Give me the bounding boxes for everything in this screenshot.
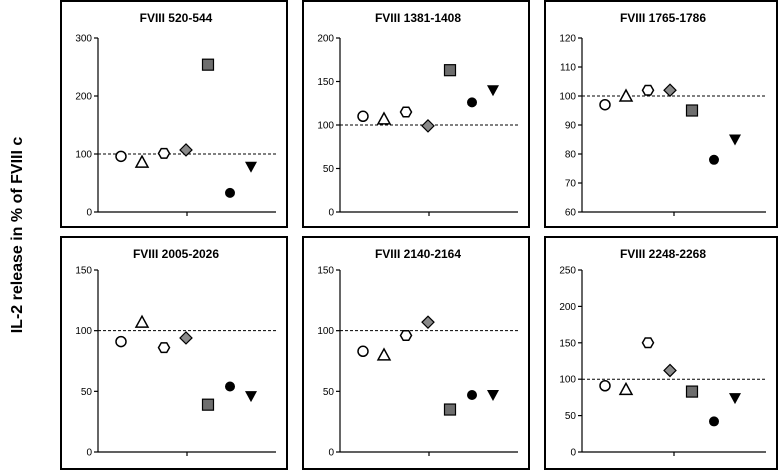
- data-point-circle-open-0: [115, 335, 127, 348]
- chart-title: FVIII 520-544: [140, 11, 213, 25]
- y-tick-label: 300: [75, 34, 92, 45]
- data-points: [115, 314, 257, 411]
- y-tick-label: 100: [559, 375, 576, 386]
- chart-svg-6: FVIII 2248-2268 0 50 100 150 200 250: [559, 247, 766, 459]
- data-point-triangle-open-1: [618, 381, 634, 396]
- y-tick-label: 50: [323, 387, 335, 398]
- y-tick-label: 100: [317, 326, 334, 337]
- data-point-circle-open-0: [599, 380, 611, 392]
- data-point-circle-filled-5: [709, 154, 719, 165]
- data-point-square-gray-4: [201, 398, 215, 411]
- data-point-circle-filled-5: [467, 389, 477, 400]
- y-tick-label: 50: [81, 387, 93, 398]
- chart-title: FVIII 2005-2026: [133, 247, 219, 261]
- y-tick-label: 80: [565, 150, 577, 161]
- data-point-diamond-gray-3: [421, 315, 435, 330]
- chart-panel-5: FVIII 2140-2164 0 50 100 150: [302, 236, 530, 470]
- data-point-hexagon-open-2: [641, 84, 655, 96]
- data-point-diamond-gray-3: [421, 119, 435, 133]
- data-point-triangle-down-filled-6: [729, 134, 741, 146]
- data-points: [115, 58, 257, 198]
- data-point-hexagon-open-2: [399, 106, 413, 118]
- data-point-hexagon-open-2: [641, 337, 655, 349]
- chart-title: FVIII 1381-1408: [375, 11, 461, 25]
- data-point-square-gray-4: [685, 104, 699, 117]
- y-tick-label: 0: [86, 208, 92, 219]
- data-point-triangle-down-filled-6: [245, 391, 257, 403]
- data-point-diamond-gray-3: [663, 83, 677, 98]
- data-point-diamond-gray-3: [663, 363, 677, 378]
- chart-panel-6: FVIII 2248-2268 0 50 100 150 200 250: [544, 236, 778, 470]
- chart-svg-4: FVIII 2005-2026 0 50 100 150: [75, 247, 276, 459]
- data-point-circle-open-0: [115, 150, 127, 163]
- data-point-triangle-down-filled-6: [487, 85, 499, 97]
- y-tick-label: 100: [75, 326, 92, 337]
- data-point-square-gray-4: [201, 58, 215, 71]
- figure-y-axis-label: IL-2 release in % of FVIII c: [9, 136, 26, 334]
- chart-panel-4: FVIII 2005-2026 0 50 100 150: [60, 236, 288, 470]
- data-point-triangle-down-filled-6: [729, 393, 741, 405]
- data-point-diamond-gray-3: [179, 143, 193, 157]
- y-tick-label: 50: [323, 164, 335, 175]
- y-tick-label: 0: [86, 448, 92, 459]
- data-point-triangle-open-1: [618, 88, 634, 102]
- data-point-triangle-down-filled-6: [245, 161, 257, 173]
- data-point-triangle-down-filled-6: [487, 389, 499, 401]
- y-tick-label: 250: [559, 266, 576, 277]
- y-tick-label: 100: [75, 150, 92, 161]
- y-tick-label: 150: [75, 266, 92, 277]
- data-point-triangle-open-1: [134, 314, 150, 328]
- y-tick-label: 70: [565, 179, 577, 190]
- chart-svg-5: FVIII 2140-2164 0 50 100 150: [317, 247, 518, 459]
- data-points: [599, 337, 741, 427]
- data-point-triangle-open-1: [376, 111, 392, 125]
- chart-title: FVIII 1765-1786: [620, 11, 706, 25]
- data-point-circle-filled-5: [225, 187, 235, 198]
- data-point-square-gray-4: [443, 64, 457, 77]
- data-point-square-gray-4: [443, 403, 457, 416]
- y-tick-label: 120: [559, 34, 576, 45]
- data-point-circle-filled-5: [709, 416, 719, 427]
- y-tick-label: 110: [560, 63, 576, 74]
- y-tick-label: 0: [328, 448, 334, 459]
- y-tick-label: 100: [317, 121, 334, 132]
- y-tick-label: 90: [565, 121, 577, 132]
- data-points: [357, 315, 499, 416]
- y-tick-label: 200: [75, 92, 92, 103]
- chart-title: FVIII 2248-2268: [620, 247, 706, 261]
- y-tick-label: 200: [317, 34, 334, 45]
- y-tick-label: 150: [559, 338, 576, 349]
- data-point-circle-filled-5: [225, 381, 235, 392]
- data-point-triangle-open-1: [376, 347, 392, 361]
- y-tick-label: 150: [317, 266, 334, 277]
- data-point-circle-open-0: [357, 345, 369, 358]
- data-point-hexagon-open-2: [157, 342, 171, 354]
- data-point-circle-filled-5: [467, 97, 477, 108]
- y-axis-label-wrap: IL-2 release in % of FVIII c: [0, 0, 36, 470]
- y-tick-label: 60: [565, 208, 577, 219]
- chart-title: FVIII 2140-2164: [375, 247, 461, 261]
- data-point-hexagon-open-2: [399, 330, 413, 342]
- data-points: [357, 64, 499, 133]
- data-point-triangle-open-1: [134, 154, 150, 168]
- chart-panel-3: FVIII 1765-1786 60 70 80 90 100 110 120: [544, 0, 778, 228]
- data-point-square-gray-4: [685, 385, 699, 398]
- y-tick-label: 150: [317, 77, 334, 88]
- y-tick-label: 200: [559, 302, 576, 313]
- chart-svg-3: FVIII 1765-1786 60 70 80 90 100 110 120: [559, 11, 766, 219]
- data-point-diamond-gray-3: [179, 331, 193, 345]
- chart-svg-2: FVIII 1381-1408 0 50 100 150 200: [317, 11, 518, 219]
- data-point-circle-open-0: [599, 98, 611, 111]
- data-point-circle-open-0: [357, 110, 369, 123]
- y-tick-label: 50: [565, 411, 577, 422]
- chart-panel-1: FVIII 520-544 0 100 200 300: [60, 0, 288, 228]
- chart-svg-1: FVIII 520-544 0 100 200 300: [75, 11, 276, 219]
- data-point-hexagon-open-2: [157, 147, 171, 159]
- y-tick-label: 100: [559, 92, 576, 103]
- chart-panel-2: FVIII 1381-1408 0 50 100 150 200: [302, 0, 530, 228]
- y-tick-label: 0: [570, 448, 576, 459]
- data-points: [599, 83, 741, 165]
- y-tick-label: 0: [328, 208, 334, 219]
